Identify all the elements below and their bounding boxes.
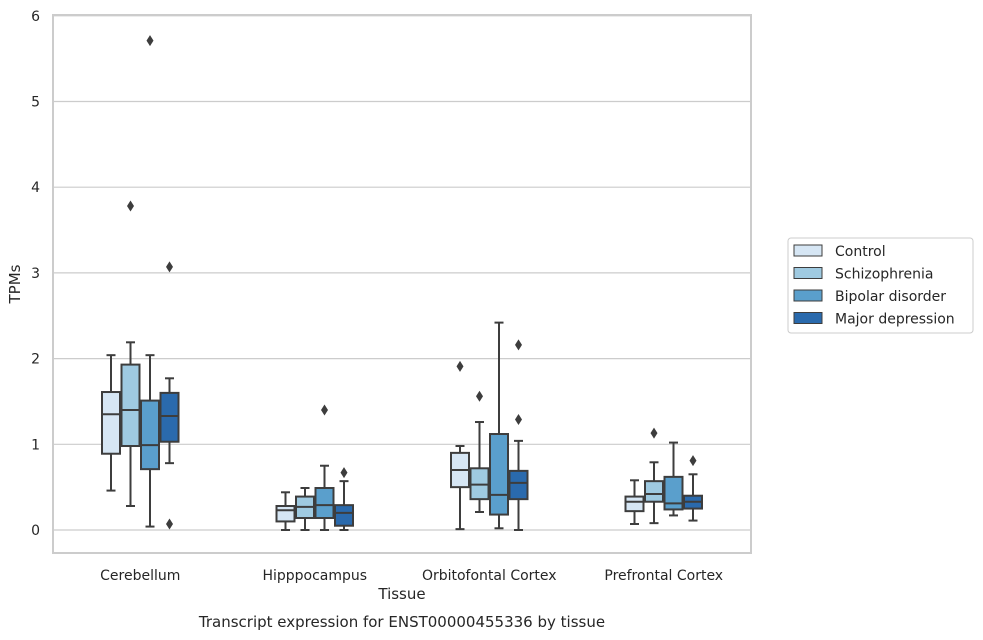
series-group [101,354,645,531]
legend-swatch [793,267,823,279]
box-body [101,391,121,455]
box-group [489,321,509,530]
box-group [334,467,354,531]
x-tick-label: Prefrontal Cortex [604,568,723,584]
box-group [295,487,315,531]
box-body [275,505,296,523]
plot-frame [52,14,752,554]
outlier-point [340,467,348,479]
series-group [159,261,703,531]
legend-label: Schizophrenia [835,267,933,283]
outlier-point [515,413,522,425]
box-group [683,455,703,522]
box-body [644,480,664,503]
outlier-point [456,360,464,372]
box-body [624,495,645,513]
legend-label: Major depression [835,312,955,328]
box-group [469,390,490,514]
box-body [489,433,509,516]
box-body [140,399,160,471]
legend: Control Schizophrenia Bipolar disorder Majo… [787,237,974,334]
box-group [450,360,470,531]
legend-label: Bipolar disorder [835,289,946,305]
legend-swatch [793,289,823,302]
outlier-point [476,390,483,402]
x-tick-label: Hipppocampus [262,568,367,584]
box-body [508,469,529,501]
box-body [314,487,335,520]
y-tick-label: 5 [31,95,40,111]
series-group [140,35,684,531]
outlier-point [321,404,328,416]
legend-swatch [793,312,823,324]
box-body [334,504,354,527]
outlier-point [689,455,697,467]
chart-title: Transcript expression for ENST0000045533… [198,613,605,631]
box-series [101,35,703,531]
box-group [314,404,335,531]
legend-swatch [793,244,823,257]
y-tick-label: 1 [31,437,40,453]
y-tick-label: 3 [31,266,40,282]
box-body [120,363,141,448]
y-tick-label: 4 [31,180,40,196]
axes: 0 1 2 3 4 5 6 Cerebellum Hipppocampus Orbitofonta… [31,9,723,584]
series-group [120,200,664,531]
x-axis-label: Tissue [377,585,425,603]
box-group [140,35,160,528]
outlier-point [515,339,522,351]
box-group [663,441,684,517]
y-axis-label: TPMs [6,264,24,304]
box-group [159,261,180,530]
y-tick-label: 2 [31,352,40,368]
legend-frame [787,237,974,334]
x-tick-label: Cerebellum [100,568,180,584]
outlier-point [127,200,134,212]
box-group [508,339,529,531]
box-group [101,354,121,492]
legend-label: Control [835,244,886,260]
box-group [644,427,664,525]
outlier-point [146,35,154,47]
y-tick-label: 0 [31,523,40,539]
box-body [159,391,180,443]
box-group [120,200,141,508]
box-group [624,479,645,526]
y-tick-label: 6 [31,9,40,25]
outlier-point [166,518,173,530]
box-body [663,475,684,511]
outlier-point [166,261,173,273]
box-group [275,491,296,531]
outlier-point [650,427,658,439]
x-tick-label: Orbitofontal Cortex [422,568,557,584]
